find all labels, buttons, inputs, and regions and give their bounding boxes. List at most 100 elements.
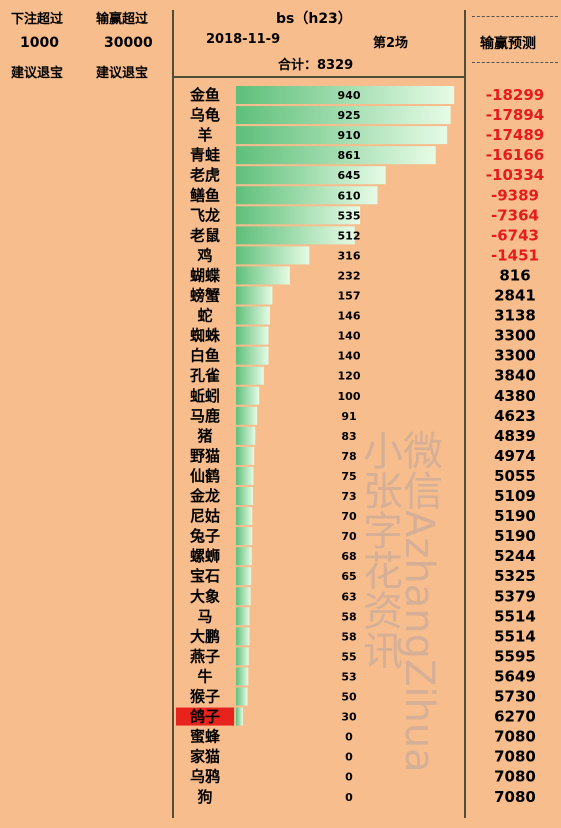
category-label: 兔子 [189,527,220,545]
category-label: 尼姑 [190,507,220,525]
value-label: 63 [341,590,356,603]
category-label: 猴子 [190,688,220,706]
value-label: 55 [341,650,356,663]
prediction-value: 4974 [494,447,536,465]
bar-飞龙 [236,206,361,225]
value-label: 0 [345,771,353,784]
category-label: 家猫 [190,748,220,766]
prediction-value: -7364 [491,206,539,224]
bet-threshold-header: 下注超过 [11,12,64,27]
prediction-value: 6270 [494,708,536,726]
category-label: 猪 [196,427,212,445]
settings-panel: 下注超过 1000 建议退宝 输赢超过 30000 建议退宝 [0,0,172,828]
value-label: 70 [341,530,357,543]
category-label: 宝石 [190,567,220,585]
prediction-value: 7080 [494,768,536,786]
prediction-value: 7080 [494,728,536,746]
value-label: 0 [345,751,353,764]
prediction-value: 3300 [494,347,536,365]
category-label: 牛 [197,667,212,685]
prediction-value: 816 [499,266,530,284]
category-label: 螺蛳 [190,547,220,565]
category-label: 蛇 [197,307,212,325]
value-label: 120 [338,370,361,383]
value-label: 910 [338,129,361,142]
bar-大鹏 [236,627,250,646]
category-label: 金鱼 [189,86,220,104]
bar-羊 [236,126,448,145]
value-label: 861 [338,149,361,162]
bar-马鹿 [236,406,258,425]
value-label: 157 [338,290,361,303]
value-label: 940 [338,89,361,102]
prediction-value: 2841 [494,287,536,305]
category-label: 白鱼 [190,347,220,365]
prediction-value: -17894 [486,106,544,124]
prediction-value: -16166 [486,146,544,164]
value-label: 535 [338,209,361,222]
prediction-value: -10334 [486,166,544,184]
bet-threshold-note: 建议退宝 [11,66,64,81]
bar-螺蛳 [236,547,252,566]
bar-仙鹤 [236,466,254,485]
bar-白鱼 [236,346,269,365]
prediction-value: 5190 [494,527,536,545]
prediction-value: 5244 [494,547,536,565]
bar-乌龟 [236,106,451,125]
bar-尼姑 [236,507,253,526]
bar-老鼠 [236,226,355,245]
category-label: 飞龙 [190,206,220,224]
bar-大象 [236,587,251,606]
category-label: 大象 [190,587,220,605]
prediction-value: 5325 [494,567,536,585]
prediction-value: 7080 [494,748,536,766]
prediction-value: -1451 [491,246,539,264]
prediction-value: 3840 [494,367,536,385]
prediction-value: 4839 [494,427,536,445]
bar-蝴蝶 [236,266,290,285]
bet-threshold-value: 1000 [20,35,59,51]
category-label: 孔雀 [190,367,220,385]
value-label: 30 [341,711,357,724]
category-label: 金龙 [189,487,220,505]
watermark-brand: 小张字花资讯 [356,430,402,670]
prediction-value: 5190 [494,507,536,525]
bar-金龙 [236,487,253,505]
prediction-value: 5514 [494,607,536,625]
bar-青蛙 [236,146,436,165]
prediction-value: 3300 [494,327,536,345]
value-label: 140 [338,350,361,363]
bar-野猫 [236,446,255,465]
prediction-value: -9389 [491,186,539,204]
category-label: 野猫 [190,447,220,465]
category-label: 鸡 [196,246,212,264]
value-label: 100 [338,390,361,403]
prediction-dash-bottom [472,62,558,64]
prediction-value: 5649 [494,667,536,685]
prediction-value: 4380 [494,387,536,405]
value-label: 50 [341,691,357,704]
value-label: 512 [338,229,361,242]
bar-兔子 [236,527,253,546]
value-label: 140 [338,330,361,343]
category-label: 燕子 [190,647,220,665]
bar-宝石 [236,567,252,586]
prediction-value: -6743 [491,226,539,244]
prediction-value: 4623 [494,407,536,425]
chart-title: bs（h23） [276,11,352,27]
bar-螃蟹 [236,286,273,305]
bar-蚯蚓 [236,386,260,405]
category-label: 青蛙 [190,146,220,164]
prediction-value: -17489 [486,126,544,144]
prediction-value: 5055 [494,467,536,485]
prediction-value: 5109 [494,487,536,505]
prediction-value: -18299 [486,86,544,104]
category-label: 蜜蜂 [190,728,221,746]
category-label: 老虎 [189,166,220,184]
value-label: 70 [341,510,357,523]
bar-燕子 [236,647,249,666]
category-label: 鳝鱼 [190,186,220,204]
draw-date: 2018-11-9 [206,32,281,47]
left-divider [172,10,174,818]
